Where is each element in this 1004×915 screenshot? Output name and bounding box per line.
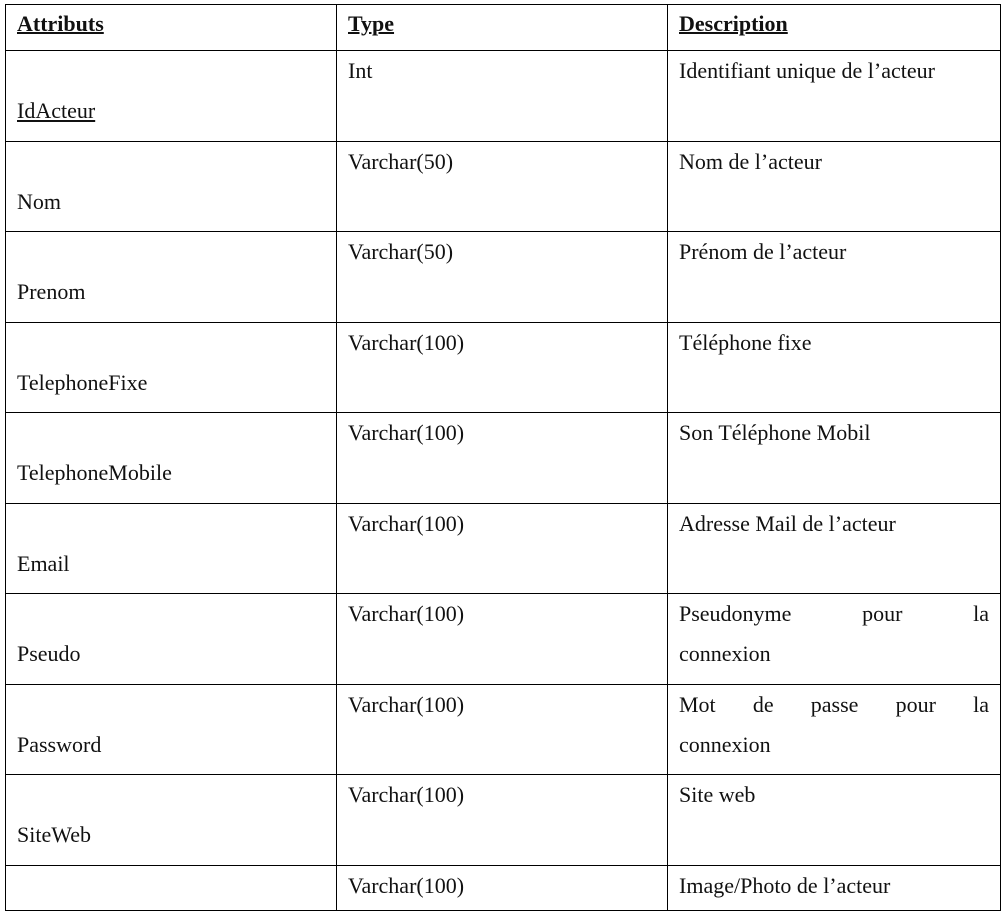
type-cell: Varchar(100) bbox=[336, 502, 668, 594]
attribute-name: Password bbox=[17, 731, 102, 757]
type-cell: Varchar(100) bbox=[336, 864, 668, 911]
type-cell: Varchar(100) bbox=[336, 683, 668, 775]
description-line: Image/Photo de l’acteur bbox=[679, 872, 891, 898]
attribute-cell: Pseudo bbox=[5, 593, 337, 685]
attribute-name: Prenom bbox=[17, 279, 86, 304]
type-cell: Varchar(100) bbox=[336, 321, 668, 413]
description-cell: Identifiant unique de l’acteur bbox=[667, 50, 1001, 142]
attribute-cell: Email bbox=[5, 502, 337, 594]
attribute-name: Pseudo bbox=[17, 641, 81, 666]
table-row: TelephoneMobile Varchar(100) Son Téléphone… bbox=[5, 412, 1001, 504]
attribute-name: TelephoneFixe bbox=[17, 369, 148, 395]
description-cell: Téléphone fixe bbox=[667, 321, 1001, 413]
attribute-cell: Prenom bbox=[5, 231, 337, 323]
table-row: Password Varchar(100) Mot de passe pour la… bbox=[5, 683, 1001, 775]
description-line: Site web bbox=[679, 782, 756, 807]
description-cell: Nom de l’acteur bbox=[667, 140, 1001, 232]
type-cell: Varchar(50) bbox=[336, 231, 668, 323]
type-cell: Varchar(50) bbox=[336, 140, 668, 232]
description-line: connexion bbox=[679, 731, 771, 757]
header-description: Description bbox=[667, 4, 1001, 51]
header-type: Type bbox=[336, 4, 668, 51]
table-row: Pseudo Varchar(100) Pseudonyme pour la conn… bbox=[5, 593, 1001, 685]
description-line: connexion bbox=[679, 641, 771, 666]
attribute-name: TelephoneMobile bbox=[17, 460, 172, 485]
description-line: Adresse Mail de l’acteur bbox=[679, 510, 896, 536]
table-row: IdActeur Int Identifiant unique de l’acteu… bbox=[5, 50, 1001, 142]
description-line: Son Téléphone Mobil bbox=[679, 420, 871, 445]
description-line: Mot de passe pour la bbox=[679, 691, 989, 717]
description-cell: Site web bbox=[667, 774, 1001, 866]
type-cell: Varchar(100) bbox=[336, 412, 668, 504]
table-row: Email Varchar(100) Adresse Mail de l’acteu… bbox=[5, 502, 1001, 594]
attribute-name: Nom bbox=[17, 188, 61, 214]
description-cell: Adresse Mail de l’acteur bbox=[667, 502, 1001, 594]
description-cell: Son Téléphone Mobil bbox=[667, 412, 1001, 504]
table-header-row: Attributs Type Description bbox=[5, 4, 1001, 51]
table-row: Prenom Varchar(50) Prénom de l’acteur bbox=[5, 231, 1001, 323]
type-cell: Int bbox=[336, 50, 668, 142]
description-line: Identifiant unique de l’acteur bbox=[679, 58, 935, 83]
table-row: SiteWeb Varchar(100) Site web bbox=[5, 774, 1001, 866]
description-line: Pseudonyme pour la bbox=[679, 601, 989, 626]
description-line: Téléphone fixe bbox=[679, 329, 812, 355]
description-cell: Pseudonyme pour la connexion bbox=[667, 593, 1001, 685]
description-cell: Prénom de l’acteur bbox=[667, 231, 1001, 323]
attribute-cell: SiteWeb bbox=[5, 774, 337, 866]
type-cell: Varchar(100) bbox=[336, 774, 668, 866]
type-cell: Varchar(100) bbox=[336, 593, 668, 685]
description-cell: Image/Photo de l’acteur bbox=[667, 864, 1001, 911]
attribute-cell: Nom bbox=[5, 140, 337, 232]
table-row: TelephoneFixe Varchar(100) Téléphone fixe bbox=[5, 321, 1001, 413]
description-line: Nom de l’acteur bbox=[679, 148, 822, 174]
attributes-table: Attributs Type Description IdActeur Int Id… bbox=[5, 4, 1001, 911]
attribute-name: SiteWeb bbox=[17, 822, 91, 847]
attribute-cell: TelephoneFixe bbox=[5, 321, 337, 413]
attribute-cell bbox=[5, 864, 337, 911]
attribute-name: IdActeur bbox=[17, 98, 96, 123]
table-row: Nom Varchar(50) Nom de l’acteur bbox=[5, 140, 1001, 232]
description-cell: Mot de passe pour la connexion bbox=[667, 683, 1001, 775]
attribute-cell: IdActeur bbox=[5, 50, 337, 142]
attribute-cell: Password bbox=[5, 683, 337, 775]
attribute-cell: TelephoneMobile bbox=[5, 412, 337, 504]
table-row: Varchar(100) Image/Photo de l’acteur bbox=[5, 864, 1001, 911]
header-attributs: Attributs bbox=[5, 4, 337, 51]
description-line: Prénom de l’acteur bbox=[679, 239, 847, 264]
attribute-name: Email bbox=[17, 550, 70, 576]
